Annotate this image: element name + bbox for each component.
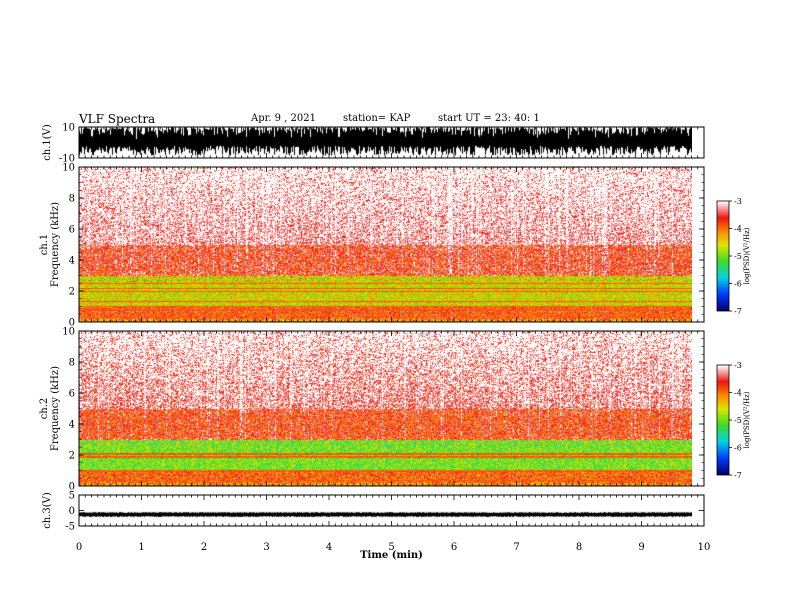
y-tick-label-ch1-spectrogram: 2 — [69, 287, 75, 298]
x-tick-label: 4 — [326, 542, 332, 553]
x-tick-label: 1 — [138, 542, 144, 553]
y-tick-label-ch1-spectrogram: 0 — [69, 318, 75, 329]
y-tick-label-ch1-spectrogram: 6 — [69, 225, 75, 236]
x-tick-label: 2 — [201, 542, 207, 553]
ch2-spectrogram-plot — [79, 331, 692, 486]
y-tick-label-ch1-waveform: -10 — [59, 154, 75, 165]
ch2-colorbar — [717, 365, 729, 475]
y-tick-label-ch2-spectrogram: 6 — [69, 389, 75, 400]
colorbar-label: log(PSD)(V²/Hz) — [743, 227, 751, 284]
x-tick-label: 6 — [451, 542, 457, 553]
y-axis-label-ch3-waveform: ch.3(V) — [42, 492, 53, 529]
x-tick-label: 9 — [638, 542, 644, 553]
x-tick-label: 10 — [698, 542, 711, 553]
y-axis-label-line2-ch2-spectrogram: Frequency (kHz) — [50, 366, 61, 451]
date-label: Apr. 9 , 2021 — [251, 113, 317, 124]
colorbar-tick-label: -7 — [734, 471, 742, 480]
colorbar-frame — [716, 200, 730, 312]
station-label: station= KAP — [343, 113, 411, 124]
y-tick-label-ch1-spectrogram: 8 — [69, 194, 75, 205]
x-tick-label: 3 — [263, 542, 269, 553]
x-tick-label: 0 — [76, 542, 82, 553]
y-tick-label-ch2-spectrogram: 2 — [69, 451, 75, 462]
x-axis-label: Time (min) — [360, 550, 423, 561]
y-tick-label-ch1-waveform: 10 — [62, 123, 75, 134]
y-tick-label-ch1-spectrogram: 10 — [62, 163, 75, 174]
y-tick-label-ch2-spectrogram: 4 — [69, 420, 75, 431]
figure-title: VLF Spectra — [79, 112, 156, 126]
y-tick-label-ch1-spectrogram: 4 — [69, 256, 75, 267]
ch1-colorbar — [717, 201, 729, 311]
start-time-label: start UT = 23: 40: 1 — [438, 113, 540, 124]
y-tick-label-ch2-spectrogram: 0 — [69, 482, 75, 493]
y-tick-label-ch3-waveform: 5 — [69, 491, 75, 502]
colorbar-tick-label: -4 — [734, 225, 742, 234]
colorbar-tick-label: -5 — [734, 416, 742, 425]
y-tick-label-ch2-spectrogram: 8 — [69, 358, 75, 369]
ch3-waveform-plot — [79, 495, 692, 526]
colorbar-tick-label: -6 — [734, 280, 742, 289]
colorbar-label: log(PSD)(V²/Hz) — [743, 391, 751, 448]
colorbar-tick-label: -3 — [734, 197, 742, 206]
ch1-waveform-plot — [79, 127, 692, 158]
ch1-spectrogram-plot — [79, 167, 692, 322]
x-tick-label: 7 — [513, 542, 519, 553]
y-tick-label-ch3-waveform: 0 — [69, 506, 75, 517]
colorbar-tick-label: -7 — [734, 307, 742, 316]
colorbar-tick-label: -4 — [734, 389, 742, 398]
y-axis-label-ch1-waveform: ch.1(V) — [42, 124, 53, 161]
y-axis-label-line1-ch1-spectrogram: ch.1 — [39, 234, 50, 256]
colorbar-tick-label: -6 — [734, 444, 742, 453]
axes-frame-ch2-spectrogram — [78, 330, 705, 487]
axes-frame-ch1-spectrogram — [78, 166, 705, 323]
colorbar-tick-label: -3 — [734, 361, 742, 370]
y-axis-label-line1-ch2-spectrogram: ch.2 — [39, 398, 50, 420]
x-tick-label: 5 — [388, 542, 394, 553]
y-tick-label-ch3-waveform: -5 — [65, 522, 75, 533]
colorbar-frame — [716, 364, 730, 476]
y-tick-label-ch2-spectrogram: 10 — [62, 327, 75, 338]
x-tick-label: 8 — [576, 542, 582, 553]
y-axis-label-line2-ch1-spectrogram: Frequency (kHz) — [50, 202, 61, 287]
colorbar-tick-label: -5 — [734, 252, 742, 261]
